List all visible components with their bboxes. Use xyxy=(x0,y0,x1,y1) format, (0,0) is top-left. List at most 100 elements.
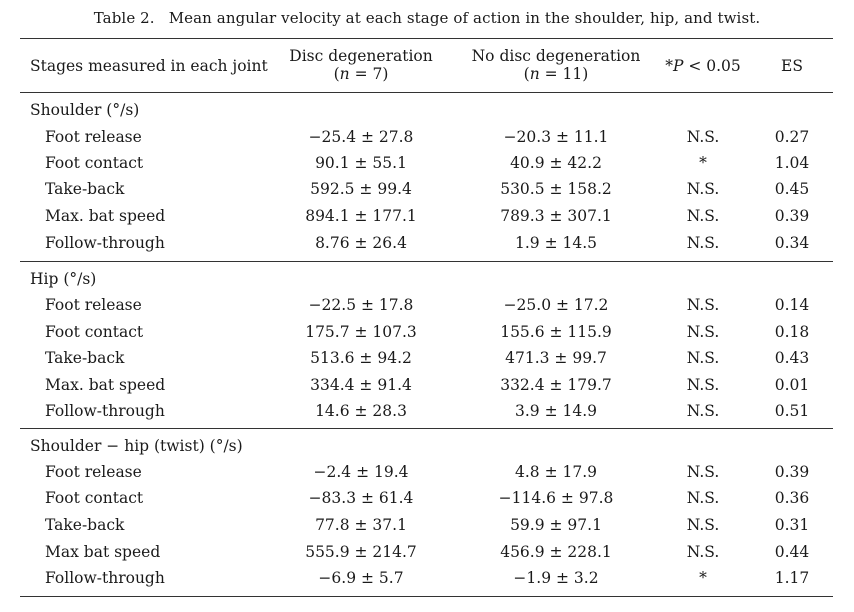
disc-cell: 334.4 ± 91.4 xyxy=(310,376,412,394)
es-cell: 0.39 xyxy=(774,463,810,481)
stage-cell: Max. bat speed xyxy=(45,376,166,394)
es-cell: 0.27 xyxy=(774,128,810,146)
disc-cell: 513.6 ± 94.2 xyxy=(310,349,412,367)
header-nodisc: No disc degeneration (n = 11) xyxy=(472,47,641,83)
stage-cell: Take-back xyxy=(45,180,125,198)
sig-cell: N.S. xyxy=(686,463,720,481)
header-sig-star: * xyxy=(665,57,673,75)
header-rule xyxy=(20,92,833,93)
disc-cell: 592.5 ± 99.4 xyxy=(310,180,412,198)
nodisc-cell: 3.9 ± 14.9 xyxy=(514,402,598,420)
header-sig-p: P xyxy=(672,57,684,75)
disc-cell: 175.7 ± 107.3 xyxy=(305,323,417,341)
section-rule xyxy=(20,261,833,262)
nodisc-cell: −114.6 ± 97.8 xyxy=(498,489,614,507)
nodisc-cell: 530.5 ± 158.2 xyxy=(500,180,612,198)
header-sig-threshold: < 0.05 xyxy=(688,57,741,75)
stage-cell: Take-back xyxy=(45,349,125,367)
stage-cell: Max. bat speed xyxy=(45,207,166,225)
disc-cell: 894.1 ± 177.1 xyxy=(305,207,417,225)
table-number: Table 2. xyxy=(93,9,155,27)
stage-cell: Follow-through xyxy=(45,402,165,420)
sig-cell: * xyxy=(699,569,707,587)
disc-cell: 14.6 ± 28.3 xyxy=(315,402,407,420)
disc-cell: 555.9 ± 214.7 xyxy=(305,543,417,561)
disc-cell: 77.8 ± 37.1 xyxy=(315,516,407,534)
sig-cell: N.S. xyxy=(686,376,720,394)
section-label-twist: Shoulder − hip (twist) (°/s) xyxy=(30,437,243,455)
nodisc-cell: 332.4 ± 179.7 xyxy=(500,376,612,394)
sig-cell: N.S. xyxy=(686,543,720,561)
es-cell: 0.31 xyxy=(774,516,810,534)
table-title: Mean angular velocity at each stage of a… xyxy=(168,9,761,27)
sig-cell: * xyxy=(699,154,707,172)
section-label-shoulder: Shoulder (°/s) xyxy=(30,101,140,119)
es-cell: 0.01 xyxy=(774,376,810,394)
es-cell: 0.34 xyxy=(774,234,810,252)
header-nodisc-title: No disc degeneration xyxy=(471,47,641,65)
nodisc-cell: 456.9 ± 228.1 xyxy=(500,543,612,561)
header-nodisc-n-symbol: n xyxy=(529,65,540,83)
stage-cell: Foot release xyxy=(45,296,142,314)
nodisc-cell: −20.3 ± 11.1 xyxy=(503,128,609,146)
stage-cell: Foot release xyxy=(45,463,142,481)
stage-cell: Follow-through xyxy=(45,234,165,252)
header-disc-n-value: = 7 xyxy=(354,65,383,83)
nodisc-cell: 471.3 ± 99.7 xyxy=(505,349,607,367)
nodisc-cell: 789.3 ± 307.1 xyxy=(500,207,612,225)
disc-cell: −6.9 ± 5.7 xyxy=(318,569,404,587)
section-label-hip: Hip (°/s) xyxy=(30,270,97,288)
es-cell: 1.04 xyxy=(774,154,810,172)
nodisc-cell: 155.6 ± 115.9 xyxy=(500,323,612,341)
es-cell: 0.44 xyxy=(774,543,810,561)
sig-cell: N.S. xyxy=(686,180,720,198)
es-cell: 0.14 xyxy=(774,296,810,314)
nodisc-cell: −1.9 ± 3.2 xyxy=(513,569,599,587)
stage-cell: Foot release xyxy=(45,128,142,146)
stage-cell: Foot contact xyxy=(45,323,144,341)
header-disc-n: (n = 7) xyxy=(333,65,389,83)
bottom-rule xyxy=(20,596,833,598)
stage-cell: Take-back xyxy=(45,516,125,534)
sig-cell: N.S. xyxy=(686,516,720,534)
es-cell: 0.43 xyxy=(774,349,810,367)
es-cell: 0.51 xyxy=(774,402,810,420)
stage-cell: Follow-through xyxy=(45,569,165,587)
disc-cell: −25.4 ± 27.8 xyxy=(308,128,414,146)
stage-cell: Max bat speed xyxy=(45,543,161,561)
es-cell: 1.17 xyxy=(774,569,810,587)
nodisc-cell: 4.8 ± 17.9 xyxy=(514,463,598,481)
disc-cell: 8.76 ± 26.4 xyxy=(315,234,407,252)
sig-cell: N.S. xyxy=(686,349,720,367)
es-cell: 0.36 xyxy=(774,489,810,507)
header-significance: *P < 0.05 xyxy=(665,57,741,75)
sig-cell: N.S. xyxy=(686,296,720,314)
header-disc-title: Disc degeneration xyxy=(289,47,433,65)
stage-cell: Foot contact xyxy=(45,154,144,172)
sig-cell: N.S. xyxy=(686,207,720,225)
es-cell: 0.39 xyxy=(774,207,810,225)
nodisc-cell: 1.9 ± 14.5 xyxy=(514,234,598,252)
sig-cell: N.S. xyxy=(686,489,720,507)
header-es: ES xyxy=(781,57,803,75)
stage-cell: Foot contact xyxy=(45,489,144,507)
header-nodisc-n-value: = 11 xyxy=(544,65,583,83)
disc-cell: −83.3 ± 61.4 xyxy=(308,489,414,507)
nodisc-cell: −25.0 ± 17.2 xyxy=(503,296,609,314)
header-stage: Stages measured in each joint xyxy=(30,57,268,75)
sig-cell: N.S. xyxy=(686,128,720,146)
es-cell: 0.45 xyxy=(774,180,810,198)
disc-cell: 90.1 ± 55.1 xyxy=(315,154,407,172)
nodisc-cell: 40.9 ± 42.2 xyxy=(510,154,602,172)
top-rule xyxy=(20,38,833,40)
header-nodisc-n: (n = 11) xyxy=(523,65,589,83)
nodisc-cell: 59.9 ± 97.1 xyxy=(510,516,602,534)
section-rule xyxy=(20,428,833,429)
sig-cell: N.S. xyxy=(686,323,720,341)
disc-cell: −2.4 ± 19.4 xyxy=(313,463,409,481)
es-cell: 0.18 xyxy=(774,323,810,341)
table-caption: Table 2. Mean angular velocity at each st… xyxy=(0,9,854,27)
sig-cell: N.S. xyxy=(686,402,720,420)
sig-cell: N.S. xyxy=(686,234,720,252)
header-disc: Disc degeneration (n = 7) xyxy=(289,47,432,83)
